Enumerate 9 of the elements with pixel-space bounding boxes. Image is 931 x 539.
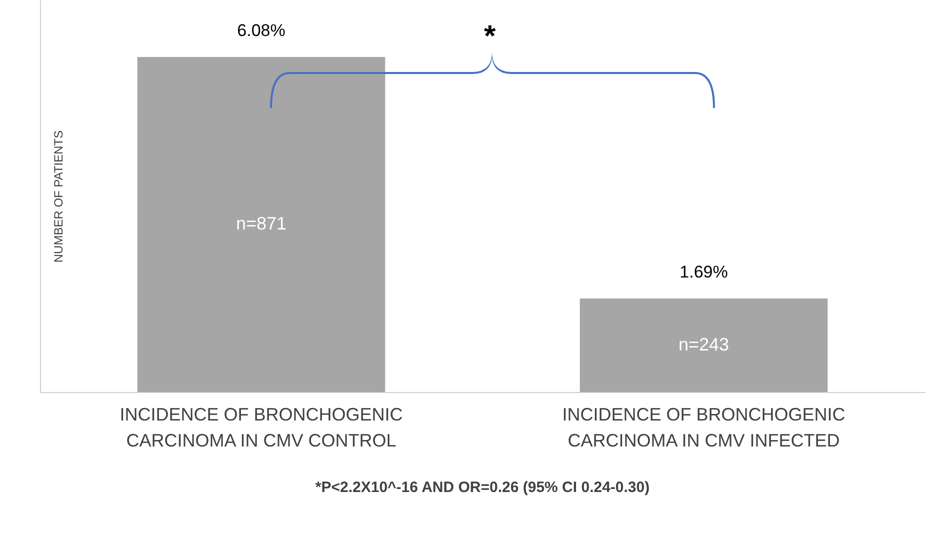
text: *P<2.2X10^-16 AND OR=0.26 (95% CI 0.24-0.30) <box>315 479 650 496</box>
data-label: n=243 <box>678 334 730 354</box>
y-axis-title: NUMBER OF PATIENTS <box>52 130 66 263</box>
data-label: n=871 <box>236 213 287 234</box>
annotation: 6.08% <box>237 20 286 40</box>
text: * <box>484 20 496 54</box>
annotation: 1.69% <box>680 262 728 282</box>
x-tick-label: INCIDENCE OF BRONCHOGENIC CARCINOMA IN CMV CONTROL <box>120 404 403 450</box>
x-tick-label: INCIDENCE OF BRONCHOGENIC CARCINOMA IN CMV INFECTED <box>562 404 846 450</box>
